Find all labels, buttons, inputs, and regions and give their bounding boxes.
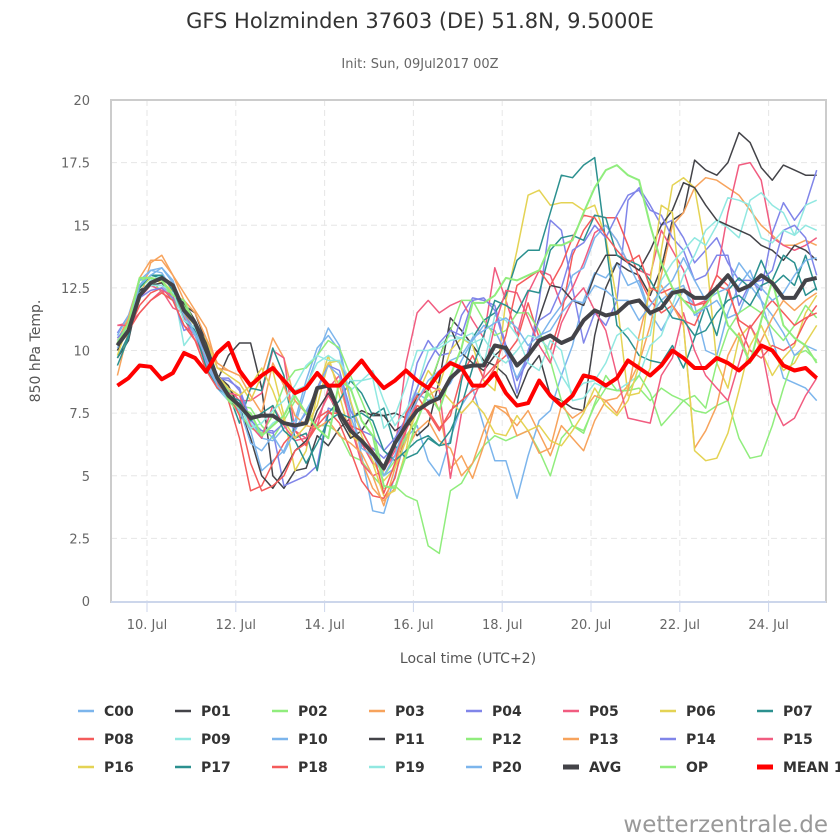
legend-item-p07[interactable]: P07 <box>757 704 813 720</box>
x-tick-label: 14. Jul <box>304 618 345 633</box>
x-tick-label: 16. Jul <box>393 618 434 633</box>
legend-item-p18[interactable]: P18 <box>272 760 328 776</box>
y-axis-ticks: 0 2.5 5 7.5 10 12.5 15 17.5 20 <box>61 94 90 610</box>
legend-label: P04 <box>492 704 522 720</box>
legend-item-p08[interactable]: P08 <box>78 732 134 748</box>
x-tick-label: 22. Jul <box>660 618 701 633</box>
legend-item-p09[interactable]: P09 <box>175 732 231 748</box>
legend-label: P06 <box>686 704 716 720</box>
legend-label: P10 <box>298 732 328 748</box>
y-tick-label: 5 <box>82 470 90 485</box>
legend-item-p01[interactable]: P01 <box>175 704 231 720</box>
legend-label: P05 <box>589 704 619 720</box>
legend-label: OP <box>686 760 708 776</box>
y-tick-label: 15 <box>73 219 90 234</box>
legend-item-p04[interactable]: P04 <box>466 704 522 720</box>
x-axis-ticks: 10. Jul 12. Jul 14. Jul 16. Jul 18. Jul 20. J… <box>127 602 789 633</box>
y-tick-label: 2.5 <box>69 532 90 547</box>
x-tick-label: 24. Jul <box>748 618 789 633</box>
legend-item-c00[interactable]: C00 <box>78 704 134 720</box>
y-tick-label: 7.5 <box>69 407 90 422</box>
series-line-p07[interactable] <box>116 156 818 472</box>
legend-label: P12 <box>492 732 522 748</box>
legend-item-p17[interactable]: P17 <box>175 760 231 776</box>
legend-label: P07 <box>783 704 813 720</box>
legend-item-avg[interactable]: AVG <box>563 760 621 776</box>
series-line-p13[interactable] <box>116 259 818 507</box>
x-tick-label: 18. Jul <box>482 618 523 633</box>
y-axis-title: 850 hPa Temp. <box>28 300 44 403</box>
legend-item-p10[interactable]: P10 <box>272 732 328 748</box>
x-tick-label: 20. Jul <box>571 618 612 633</box>
legend-label: P15 <box>783 732 813 748</box>
legend-label: P18 <box>298 760 328 776</box>
legend-label: P08 <box>104 732 134 748</box>
legend-label: P02 <box>298 704 328 720</box>
series-line-p14[interactable] <box>116 189 818 452</box>
legend-label: P14 <box>686 732 716 748</box>
legend-item-p11[interactable]: P11 <box>369 732 425 748</box>
y-tick-label: 10 <box>73 345 90 360</box>
legend-item-p13[interactable]: P13 <box>563 732 619 748</box>
legend-label: P16 <box>104 760 134 776</box>
legend-label: P09 <box>201 732 231 748</box>
legend-label: P20 <box>492 760 522 776</box>
y-tick-label: 20 <box>73 94 90 109</box>
legend-label: P03 <box>395 704 425 720</box>
chart-subtitle: Init: Sun, 09Jul2017 00Z <box>341 57 498 72</box>
x-tick-label: 12. Jul <box>216 618 257 633</box>
legend-item-p12[interactable]: P12 <box>466 732 522 748</box>
watermark: wetterzentrale.de <box>623 812 828 838</box>
legend-label: P11 <box>395 732 425 748</box>
series-line-mean-1981-2010[interactable] <box>116 341 819 408</box>
x-axis-title: Local time (UTC+2) <box>400 651 536 667</box>
series-line-avg[interactable] <box>115 273 818 471</box>
legend-item-op[interactable]: OP <box>660 760 708 776</box>
legend-label: P01 <box>201 704 231 720</box>
series-group <box>115 131 819 555</box>
y-tick-label: 12.5 <box>61 282 90 297</box>
series-line-p11[interactable] <box>116 181 818 490</box>
legend: C00 P01 P02 P03 P04 P05 P06 P07 P08 P09 P10 P11 P12 P… <box>78 704 840 776</box>
legend-label: P19 <box>395 760 425 776</box>
legend-item-p19[interactable]: P19 <box>369 760 425 776</box>
legend-item-p05[interactable]: P05 <box>563 704 619 720</box>
legend-item-p02[interactable]: P02 <box>272 704 328 720</box>
series-line-p06[interactable] <box>116 176 818 497</box>
legend-item-p16[interactable]: P16 <box>78 760 134 776</box>
legend-label: C00 <box>104 704 134 720</box>
series-line-p16[interactable] <box>116 204 818 482</box>
series-line-p12[interactable] <box>116 277 818 477</box>
legend-label: P17 <box>201 760 231 776</box>
legend-label: P13 <box>589 732 619 748</box>
legend-item-p14[interactable]: P14 <box>660 732 716 748</box>
x-tick-label: 10. Jul <box>127 618 168 633</box>
chart-title: GFS Holzminden 37603 (DE) 51.8N, 9.5000E <box>186 9 654 33</box>
y-tick-label: 17.5 <box>61 157 90 172</box>
legend-item-p03[interactable]: P03 <box>369 704 425 720</box>
legend-label: AVG <box>589 760 621 776</box>
series-line-p18[interactable] <box>116 214 818 495</box>
legend-item-p06[interactable]: P06 <box>660 704 716 720</box>
legend-item-p20[interactable]: P20 <box>466 760 522 776</box>
legend-item-p15[interactable]: P15 <box>757 732 813 748</box>
series-line-p01[interactable] <box>116 131 817 490</box>
y-tick-label: 0 <box>82 595 90 610</box>
